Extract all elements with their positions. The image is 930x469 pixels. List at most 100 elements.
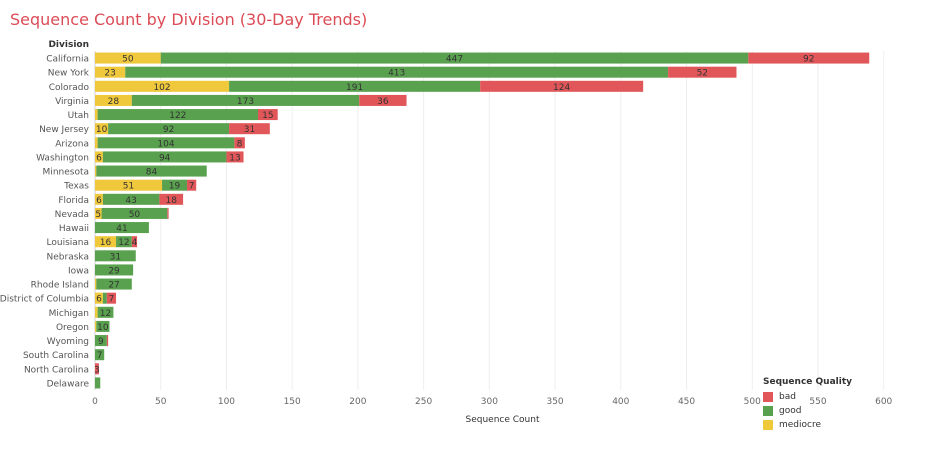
x-tick-label: 500 — [744, 397, 761, 407]
bar-mediocre — [95, 179, 163, 191]
bar-good — [160, 52, 749, 64]
legend-item-mediocre[interactable]: mediocre — [763, 418, 852, 432]
bar-bad — [106, 292, 117, 304]
chart-title: Sequence Count by Division (30-Day Trend… — [10, 10, 368, 29]
data-label-good: 27 — [108, 281, 119, 291]
bar-good — [95, 250, 136, 262]
data-label-bad: 52 — [697, 69, 708, 79]
bar-good — [131, 94, 360, 106]
x-tick-label: 100 — [218, 397, 235, 407]
category-label: New York — [48, 69, 90, 79]
x-tick-label: 400 — [612, 397, 629, 407]
x-tick-label: 300 — [481, 397, 498, 407]
data-label-good: 7 — [97, 351, 103, 361]
bar-bad — [234, 137, 245, 149]
data-label-mediocre: 10 — [96, 125, 108, 135]
category-label: Michigan — [49, 309, 89, 319]
data-label-good: 191 — [346, 83, 363, 93]
data-label-good: 10 — [97, 323, 109, 333]
x-axis-title: Sequence Count — [466, 415, 540, 425]
row-header: Division — [48, 40, 89, 50]
legend-item-good[interactable]: good — [763, 404, 852, 418]
category-label: Nevada — [55, 210, 89, 220]
data-label-good: 41 — [116, 224, 127, 234]
category-label: Delaware — [47, 379, 90, 389]
bar-good — [102, 292, 107, 304]
category-label: Wyoming — [47, 337, 89, 347]
bar-mediocre — [95, 193, 103, 205]
category-label: Utah — [68, 111, 89, 121]
category-label: Texas — [63, 182, 89, 192]
bar-bad — [167, 207, 169, 219]
category-label: Virginia — [55, 97, 89, 107]
x-tick-label: 600 — [875, 397, 892, 407]
bar-good — [102, 151, 227, 163]
legend-title: Sequence Quality — [763, 377, 852, 387]
bar-good — [162, 179, 188, 191]
category-label: District of Columbia — [0, 295, 89, 305]
bar-mediocre — [95, 151, 103, 163]
data-label-mediocre: 16 — [100, 238, 112, 248]
bar-good — [96, 278, 132, 290]
data-label-good: 104 — [157, 139, 174, 149]
data-label-bad: 3 — [94, 365, 100, 375]
bar-good — [97, 109, 259, 121]
data-label-bad: 4 — [132, 238, 138, 248]
category-label: South Carolina — [23, 351, 89, 361]
x-tick-label: 50 — [155, 397, 167, 407]
bar-bad — [359, 94, 407, 106]
data-label-mediocre: 102 — [153, 83, 170, 93]
data-label-bad: 7 — [189, 182, 195, 192]
x-tick-label: 350 — [546, 397, 563, 407]
data-label-good: 92 — [163, 125, 174, 135]
bar-good — [102, 193, 160, 205]
bar-bad — [229, 123, 270, 135]
data-label-good: 12 — [100, 309, 111, 319]
bar-good — [95, 222, 149, 234]
bar-bad — [480, 80, 644, 92]
data-label-mediocre: 6 — [96, 153, 102, 163]
bar-bad — [668, 66, 737, 78]
data-label-bad: 13 — [229, 153, 240, 163]
bar-bad — [226, 151, 244, 163]
bar-good — [95, 349, 105, 361]
legend-label-mediocre: mediocre — [779, 420, 822, 430]
legend-swatch-bad — [763, 392, 773, 402]
bar-mediocre — [95, 207, 102, 219]
x-tick-label: 550 — [809, 397, 826, 407]
bar-good — [97, 306, 114, 318]
category-label: California — [46, 55, 89, 65]
x-tick-label: 150 — [284, 397, 301, 407]
data-label-mediocre: 5 — [95, 210, 101, 220]
data-label-bad: 92 — [803, 55, 814, 65]
bar-good — [96, 165, 207, 177]
bar-mediocre — [95, 306, 98, 318]
data-label-mediocre: 23 — [104, 69, 115, 79]
bar-mediocre — [95, 109, 98, 121]
legend-swatch-good — [763, 406, 773, 416]
data-label-bad: 7 — [109, 295, 115, 305]
bar-mediocre — [95, 137, 98, 149]
bar-bad — [748, 52, 870, 64]
bar-bad — [159, 193, 184, 205]
bar-good — [108, 123, 230, 135]
category-label: Washington — [36, 153, 89, 163]
bar-bad — [187, 179, 197, 191]
data-label-bad: 15 — [262, 111, 273, 121]
data-label-good: 173 — [237, 97, 254, 107]
category-label: New Jersey — [39, 125, 90, 135]
data-label-good: 122 — [169, 111, 186, 121]
category-label: Hawaii — [59, 224, 89, 234]
bar-mediocre — [95, 236, 117, 248]
bar-good — [125, 66, 669, 78]
category-label: Florida — [58, 196, 89, 206]
data-label-mediocre: 6 — [96, 196, 102, 206]
category-label: North Carolina — [24, 365, 89, 375]
bar-mediocre — [95, 94, 132, 106]
bar-good — [95, 335, 107, 347]
category-label: Iowa — [68, 266, 89, 276]
data-label-good: 19 — [169, 182, 181, 192]
legend-item-bad[interactable]: bad — [763, 390, 852, 404]
bar-bad — [258, 109, 278, 121]
data-label-good: 31 — [110, 252, 121, 262]
